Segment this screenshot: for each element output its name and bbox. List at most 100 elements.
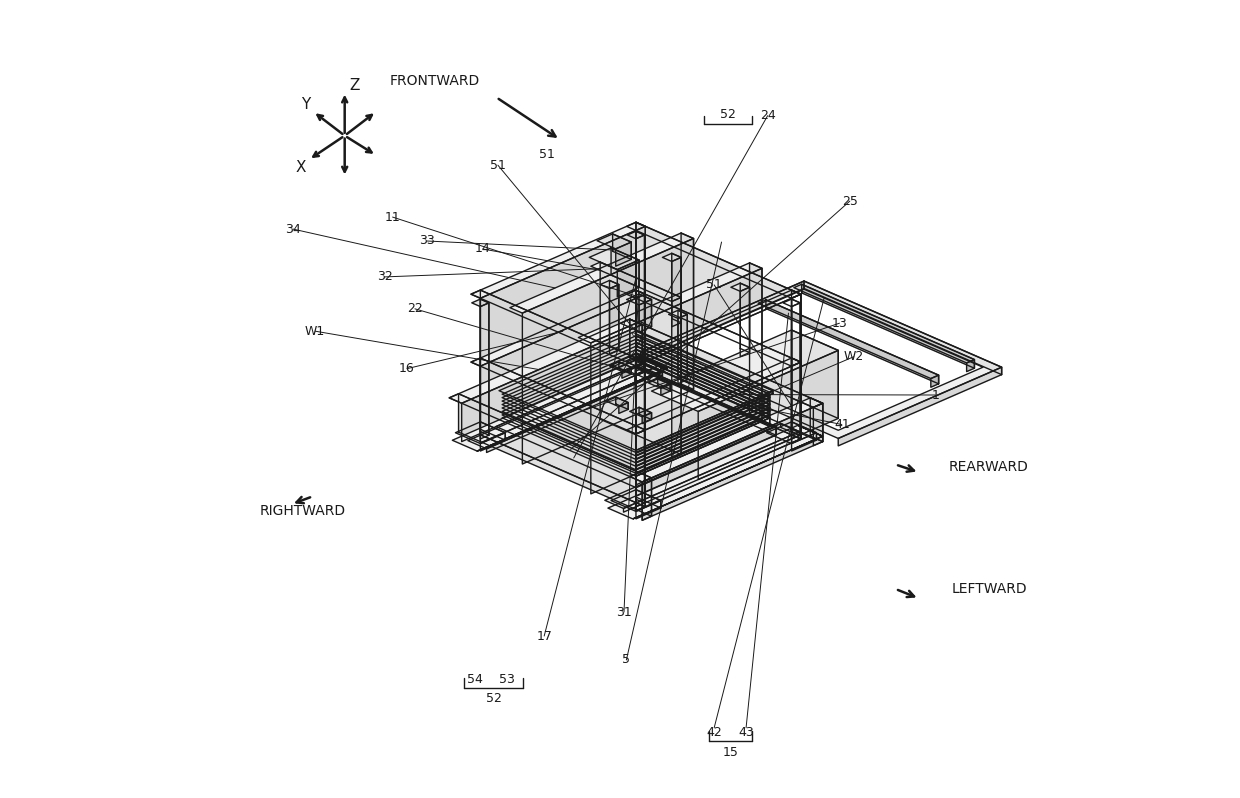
Polygon shape — [639, 294, 651, 326]
Polygon shape — [636, 405, 770, 466]
Text: 51: 51 — [490, 159, 506, 172]
Polygon shape — [639, 299, 651, 332]
Polygon shape — [749, 263, 763, 419]
Polygon shape — [636, 223, 801, 439]
Text: Z: Z — [350, 77, 360, 93]
Polygon shape — [618, 260, 639, 297]
Polygon shape — [678, 314, 687, 384]
Polygon shape — [636, 362, 801, 511]
Text: 16: 16 — [399, 362, 415, 375]
Polygon shape — [611, 490, 661, 512]
Polygon shape — [636, 415, 770, 476]
Text: 34: 34 — [285, 223, 300, 235]
Polygon shape — [649, 379, 670, 389]
Polygon shape — [449, 393, 651, 482]
Polygon shape — [477, 369, 667, 451]
Text: 22: 22 — [407, 302, 423, 315]
Polygon shape — [644, 364, 662, 376]
Text: 41: 41 — [835, 418, 849, 431]
Polygon shape — [510, 233, 693, 313]
Text: 14: 14 — [475, 243, 491, 255]
Polygon shape — [636, 430, 645, 511]
Polygon shape — [498, 331, 773, 450]
Text: 53: 53 — [498, 674, 515, 686]
Polygon shape — [791, 294, 801, 443]
Polygon shape — [630, 398, 822, 482]
Polygon shape — [636, 500, 661, 519]
Polygon shape — [636, 426, 776, 496]
Polygon shape — [636, 346, 770, 408]
Polygon shape — [636, 331, 773, 393]
Polygon shape — [486, 372, 662, 452]
Polygon shape — [804, 281, 1002, 374]
Polygon shape — [502, 346, 770, 463]
Polygon shape — [480, 302, 489, 439]
Polygon shape — [838, 367, 1002, 446]
Polygon shape — [730, 283, 749, 291]
Text: 33: 33 — [419, 235, 435, 247]
Polygon shape — [502, 360, 770, 476]
Polygon shape — [766, 300, 939, 384]
Polygon shape — [636, 334, 642, 339]
Polygon shape — [782, 299, 800, 306]
Polygon shape — [471, 299, 489, 306]
Text: 15: 15 — [722, 746, 738, 759]
Polygon shape — [611, 248, 639, 287]
Polygon shape — [600, 262, 681, 455]
Polygon shape — [480, 422, 505, 440]
Polygon shape — [791, 290, 801, 439]
Text: Y: Y — [301, 97, 311, 112]
Text: 54: 54 — [466, 674, 482, 686]
Polygon shape — [636, 391, 773, 453]
Polygon shape — [766, 422, 816, 444]
Polygon shape — [626, 290, 801, 366]
Text: 32: 32 — [377, 271, 393, 283]
Polygon shape — [636, 290, 645, 371]
Text: RIGHTWARD: RIGHTWARD — [259, 504, 346, 518]
Polygon shape — [480, 358, 645, 507]
Polygon shape — [502, 350, 770, 466]
Text: 24: 24 — [760, 109, 775, 122]
Polygon shape — [636, 343, 770, 404]
Polygon shape — [672, 298, 681, 459]
Polygon shape — [678, 310, 687, 380]
Polygon shape — [636, 408, 770, 469]
Polygon shape — [627, 367, 645, 374]
Polygon shape — [608, 425, 822, 519]
Polygon shape — [467, 364, 662, 448]
Polygon shape — [810, 398, 822, 441]
Polygon shape — [636, 362, 645, 511]
Text: 5: 5 — [622, 654, 630, 666]
Polygon shape — [802, 284, 975, 368]
Polygon shape — [611, 354, 661, 376]
Polygon shape — [630, 319, 642, 363]
Polygon shape — [681, 233, 693, 389]
Polygon shape — [502, 343, 770, 460]
Polygon shape — [502, 336, 770, 452]
Polygon shape — [791, 362, 801, 443]
Polygon shape — [455, 422, 505, 444]
Polygon shape — [794, 284, 975, 363]
Polygon shape — [967, 360, 975, 372]
Polygon shape — [791, 358, 801, 439]
Polygon shape — [619, 361, 631, 374]
Polygon shape — [610, 361, 631, 371]
Polygon shape — [616, 397, 629, 409]
Polygon shape — [600, 280, 619, 289]
Polygon shape — [471, 290, 645, 366]
Polygon shape — [662, 253, 681, 262]
Text: 52: 52 — [719, 108, 735, 120]
Text: LEFTWARD: LEFTWARD — [951, 582, 1027, 596]
Polygon shape — [636, 290, 801, 439]
Polygon shape — [480, 227, 645, 443]
Polygon shape — [619, 402, 629, 413]
Polygon shape — [627, 231, 645, 239]
Polygon shape — [758, 300, 939, 378]
Polygon shape — [636, 231, 645, 367]
Text: 17: 17 — [536, 630, 552, 642]
Polygon shape — [642, 358, 667, 369]
Polygon shape — [578, 263, 763, 343]
Polygon shape — [632, 332, 639, 337]
Polygon shape — [641, 281, 1002, 438]
Text: FRONTWARD: FRONTWARD — [389, 74, 480, 89]
